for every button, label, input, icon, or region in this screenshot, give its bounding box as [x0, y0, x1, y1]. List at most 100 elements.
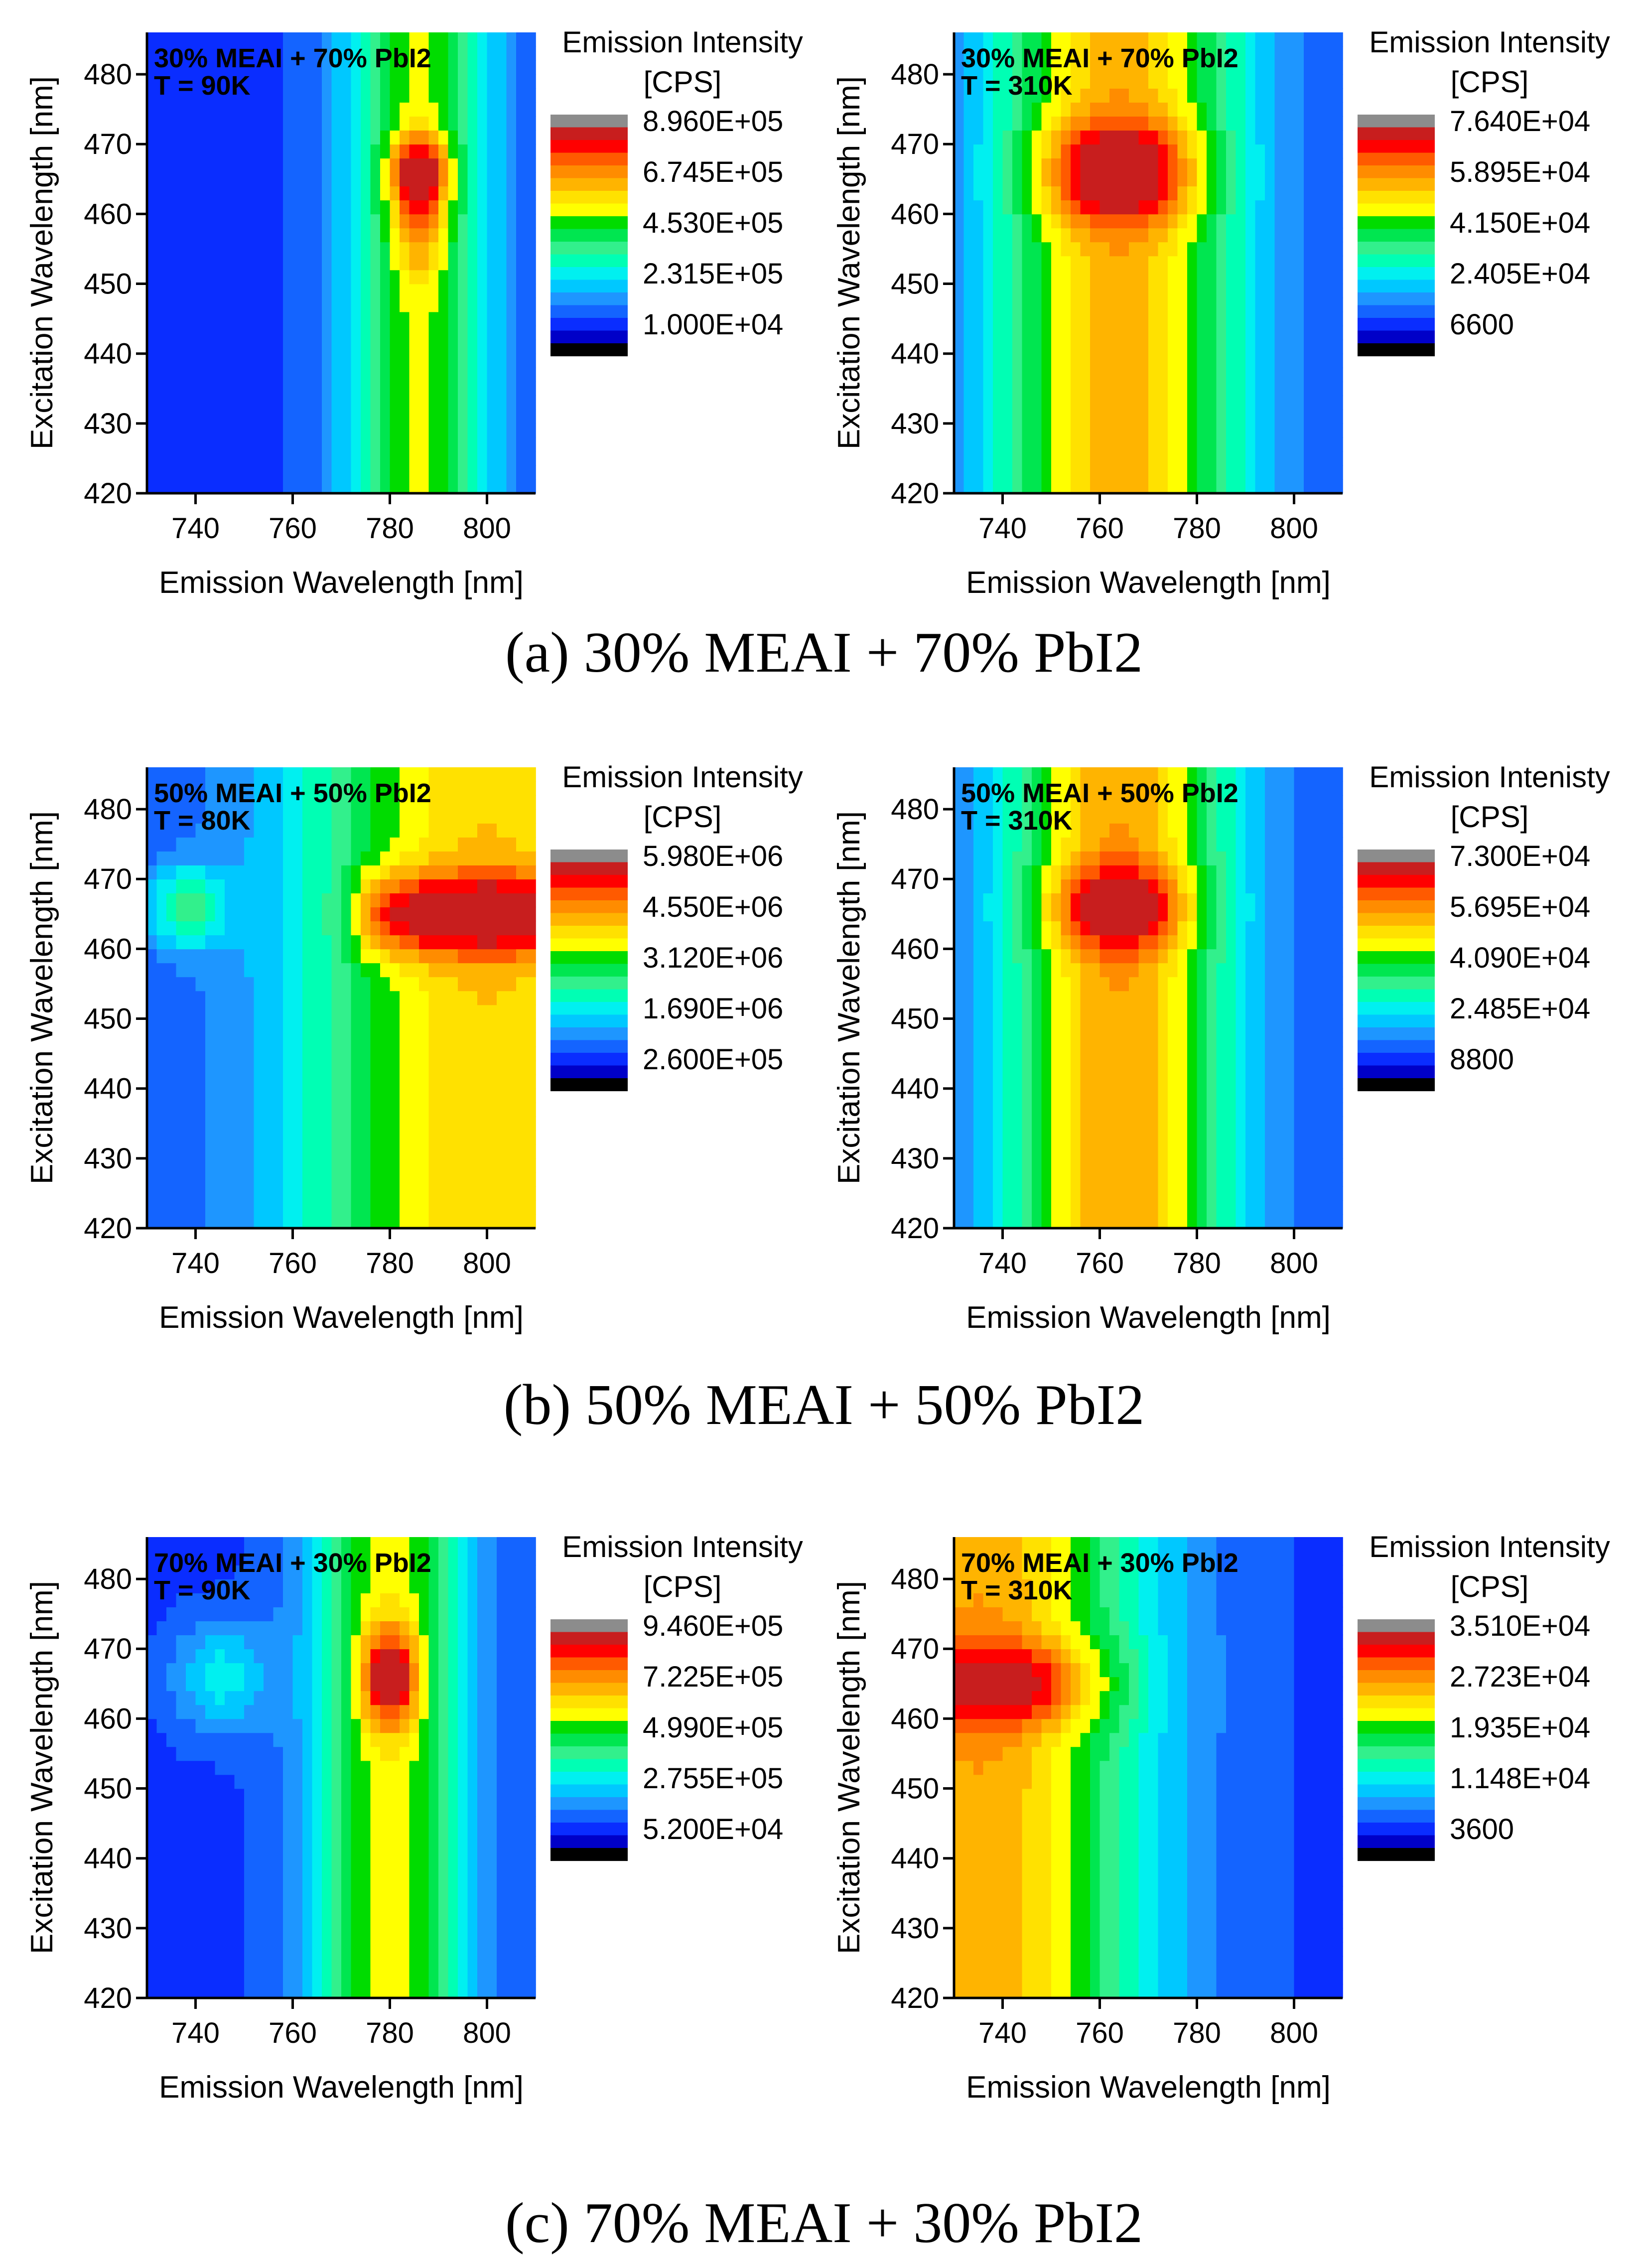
- heatmap-cell: [1255, 186, 1265, 201]
- heatmap-cell: [390, 353, 400, 368]
- heatmap-cell: [273, 935, 283, 950]
- heatmap-cell: [458, 130, 468, 145]
- heatmap-cell: [234, 907, 245, 922]
- heatmap-cell: [1158, 1060, 1168, 1075]
- heatmap-cell: [292, 1060, 303, 1075]
- heatmap-cell: [1041, 242, 1052, 257]
- heatmap-cell: [428, 865, 439, 880]
- heatmap-cell: [370, 130, 381, 145]
- heatmap-cell: [400, 1060, 410, 1075]
- heatmap-cell: [234, 1032, 245, 1047]
- heatmap-cell: [205, 1060, 216, 1075]
- heatmap-cell: [1032, 367, 1042, 382]
- heatmap-cell: [428, 1144, 439, 1159]
- heatmap-cell: [1323, 339, 1334, 354]
- heatmap-cell: [292, 921, 303, 936]
- heatmap-cell: [225, 1172, 235, 1187]
- heatmap-cell: [477, 437, 488, 452]
- heatmap-cell: [458, 1074, 468, 1089]
- heatmap-cell: [1294, 200, 1304, 215]
- heatmap-cell: [467, 1130, 478, 1145]
- heatmap-cell: [156, 116, 167, 131]
- heatmap-cell: [954, 935, 964, 950]
- heatmap-cell: [1333, 228, 1343, 243]
- heatmap-cell: [1090, 809, 1100, 824]
- heatmap-cell: [244, 893, 255, 908]
- heatmap-cell: [302, 907, 313, 922]
- heatmap-cell: [1119, 823, 1129, 838]
- heatmap-cell: [428, 228, 439, 243]
- heatmap-cell: [1284, 74, 1295, 89]
- heatmap-cell: [1041, 479, 1052, 494]
- colorbar-segment: [550, 926, 628, 939]
- heatmap-cell: [1022, 409, 1032, 424]
- heatmap-cell: [409, 339, 419, 354]
- heatmap-cell: [370, 311, 381, 326]
- heatmap-cell: [1051, 465, 1062, 480]
- heatmap-cell: [1090, 893, 1100, 908]
- heatmap-cell: [1304, 311, 1314, 326]
- heatmap-cell: [380, 1032, 391, 1047]
- heatmap-cell: [195, 465, 206, 480]
- heatmap-cell: [516, 186, 527, 201]
- heatmap-cell: [331, 186, 342, 201]
- heatmap-cell: [361, 767, 371, 782]
- heatmap-cell: [1090, 32, 1100, 47]
- heatmap-cell: [341, 465, 352, 480]
- heatmap-cell: [264, 1018, 274, 1033]
- heatmap-cell: [380, 893, 391, 908]
- heatmap-cell: [1012, 879, 1023, 894]
- heatmap-cell: [302, 1130, 313, 1145]
- heatmap-cell: [954, 963, 964, 978]
- heatmap-cell: [1207, 158, 1217, 173]
- heatmap-cell: [390, 893, 400, 908]
- heatmap-cell: [1099, 214, 1110, 229]
- heatmap-cell: [983, 851, 993, 866]
- heatmap-cell: [477, 256, 488, 271]
- heatmap-cell: [1051, 921, 1062, 936]
- heatmap-cell: [331, 409, 342, 424]
- y-axis-label: Excitation Wavelength [nm]: [25, 76, 59, 449]
- heatmap-cell: [156, 409, 167, 424]
- heatmap-cell: [428, 311, 439, 326]
- heatmap-cell: [1304, 228, 1314, 243]
- heatmap-cell: [1109, 311, 1120, 326]
- heatmap-cell: [1012, 381, 1023, 396]
- heatmap-cell: [225, 228, 235, 243]
- heatmap-cell: [205, 1102, 216, 1117]
- heatmap-cell: [458, 200, 468, 215]
- heatmap-cell: [477, 423, 488, 438]
- heatmap-cell: [302, 949, 313, 964]
- heatmap-cell: [1284, 270, 1295, 284]
- heatmap-cell: [264, 88, 274, 103]
- heatmap-cell: [1265, 74, 1275, 89]
- heatmap-cell: [1129, 270, 1139, 284]
- heatmap-cell: [361, 949, 371, 964]
- heatmap-cell: [497, 437, 507, 452]
- heatmap-cell: [147, 1060, 157, 1075]
- colorbar-label: 5.980E+06: [643, 840, 783, 872]
- heatmap-cell: [1294, 339, 1304, 354]
- heatmap-cell: [156, 865, 167, 880]
- heatmap-cell: [380, 1060, 391, 1075]
- heatmap-cell: [526, 423, 536, 438]
- heatmap-cell: [1207, 381, 1217, 396]
- heatmap-cell: [477, 353, 488, 368]
- heatmap-cell: [1274, 228, 1285, 243]
- heatmap-cell: [1168, 977, 1178, 992]
- heatmap-cell: [1099, 907, 1110, 922]
- heatmap-cell: [380, 1144, 391, 1159]
- heatmap-cell: [1090, 851, 1100, 866]
- heatmap-cell: [1071, 144, 1081, 159]
- heatmap-cell: [1177, 311, 1188, 326]
- heatmap-cell: [351, 297, 361, 312]
- heatmap-cell: [963, 893, 974, 908]
- heatmap-cell: [1071, 214, 1081, 229]
- heatmap-cell: [497, 311, 507, 326]
- heatmap-cell: [1148, 851, 1159, 866]
- heatmap-cell: [526, 214, 536, 229]
- heatmap-cell: [438, 767, 449, 782]
- heatmap-cell: [1255, 172, 1265, 187]
- heatmap-cell: [1333, 130, 1343, 145]
- heatmap-cell: [1158, 74, 1168, 89]
